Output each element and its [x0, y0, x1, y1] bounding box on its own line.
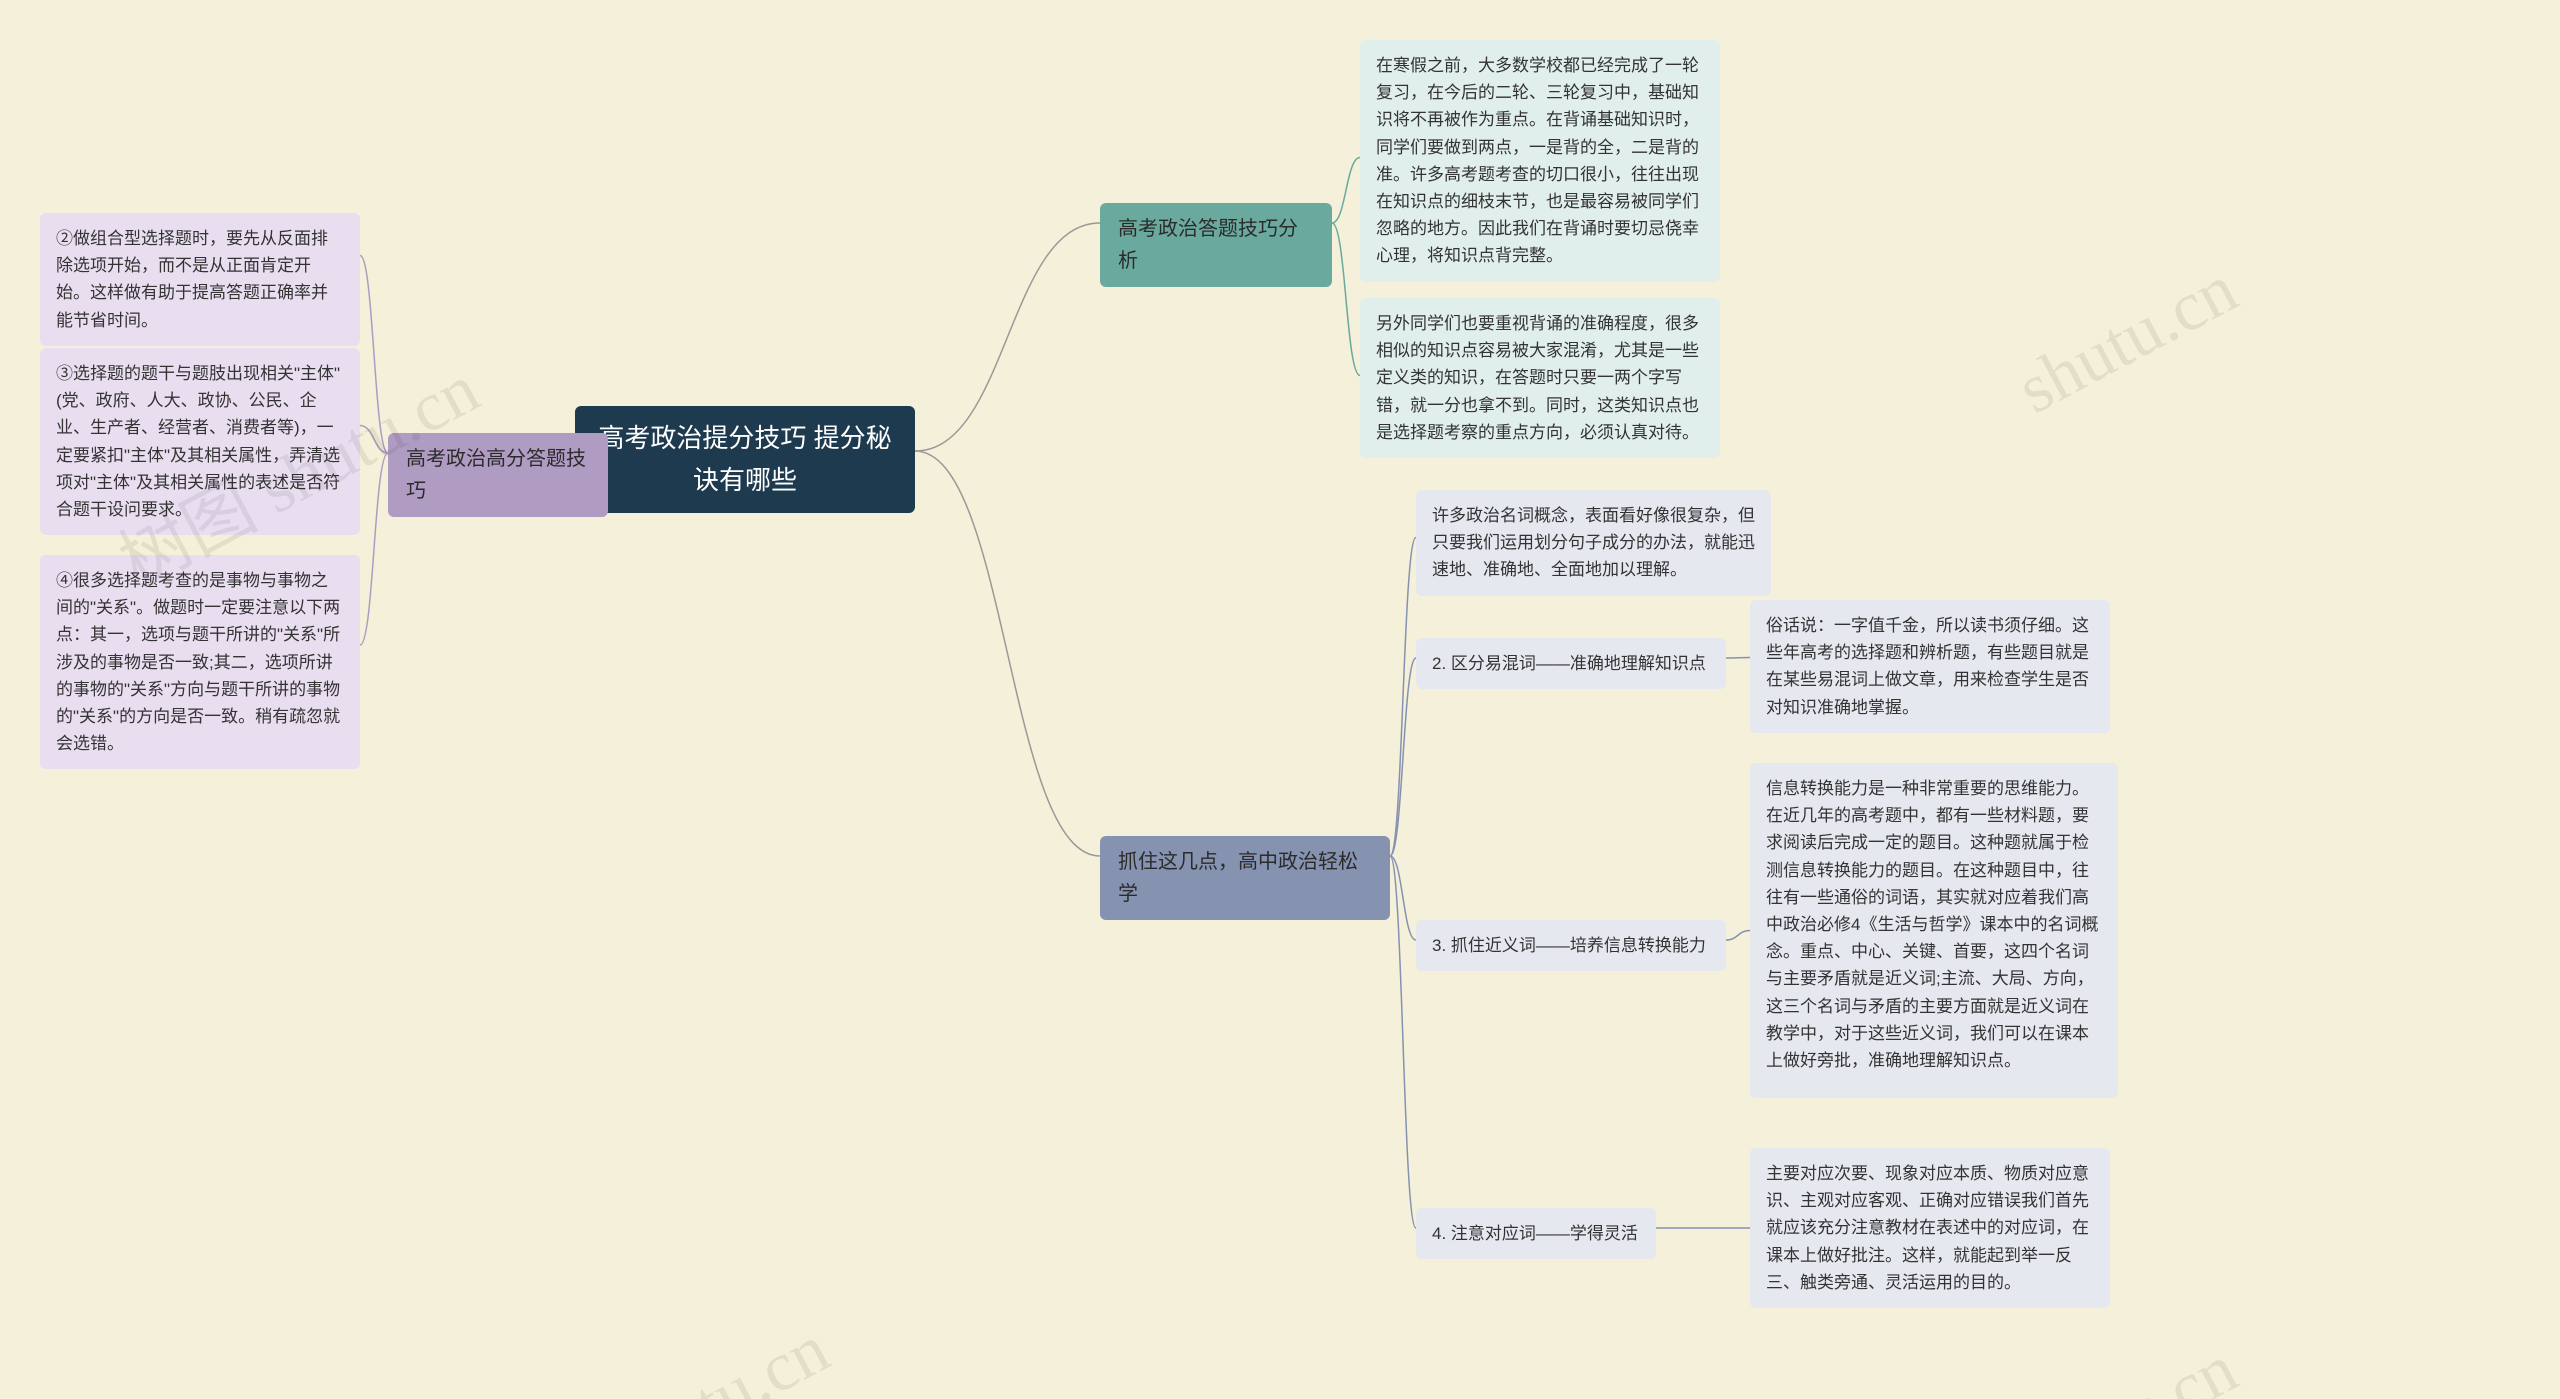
leaf-r2c4a[interactable]: 主要对应次要、现象对应本质、物质对应意识、主观对应客观、正确对应错误我们首先就应…	[1750, 1148, 2110, 1308]
branch-r2-easy[interactable]: 抓住这几点，高中政治轻松学	[1100, 836, 1390, 920]
sub-r2c2[interactable]: 2. 区分易混词——准确地理解知识点	[1416, 638, 1726, 689]
watermark-3: 树图 shutu.cn	[449, 1294, 843, 1399]
sub-r2c4[interactable]: 4. 注意对应词——学得灵活	[1416, 1208, 1656, 1259]
leaf-r2c1[interactable]: 许多政治名词概念，表面看好像很复杂，但只要我们运用划分句子成分的办法，就能迅速地…	[1416, 490, 1771, 596]
leaf-l1c1[interactable]: ②做组合型选择题时，要先从反面排除选项开始，而不是从正面肯定开始。这样做有助于提…	[40, 213, 360, 346]
leaf-r2c3a[interactable]: 信息转换能力是一种非常重要的思维能力。在近几年的高考题中，都有一些材料题，要求阅…	[1750, 763, 2118, 1098]
leaf-r1c2[interactable]: 另外同学们也要重视背诵的准确程度，很多相似的知识点容易被大家混淆，尤其是一些定义…	[1360, 298, 1720, 458]
leaf-l1c3[interactable]: ④很多选择题考查的是事物与事物之间的"关系"。做题时一定要注意以下两点：其一，选…	[40, 555, 360, 769]
leaf-r1c1[interactable]: 在寒假之前，大多数学校都已经完成了一轮复习，在今后的二轮、三轮复习中，基础知识将…	[1360, 40, 1720, 282]
branch-r1-analysis[interactable]: 高考政治答题技巧分析	[1100, 203, 1332, 287]
mindmap-canvas: 高考政治提分技巧 提分秘诀有哪些 高考政治高分答题技巧 ②做组合型选择题时，要先…	[0, 0, 2560, 1399]
sub-r2c3[interactable]: 3. 抓住近义词——培养信息转换能力	[1416, 920, 1726, 971]
branch-left-tips[interactable]: 高考政治高分答题技巧	[388, 433, 608, 517]
leaf-l1c2[interactable]: ③选择题的题干与题肢出现相关"主体"(党、政府、人大、政协、公民、企业、生产者、…	[40, 348, 360, 535]
leaf-r2c2a[interactable]: 俗话说：一字值千金，所以读书须仔细。这些年高考的选择题和辨析题，有些题目就是在某…	[1750, 600, 2110, 733]
root-node[interactable]: 高考政治提分技巧 提分秘诀有哪些	[575, 406, 915, 513]
watermark-2: shutu.cn	[2005, 249, 2250, 430]
watermark-4: shutu.cn	[2005, 1329, 2250, 1399]
